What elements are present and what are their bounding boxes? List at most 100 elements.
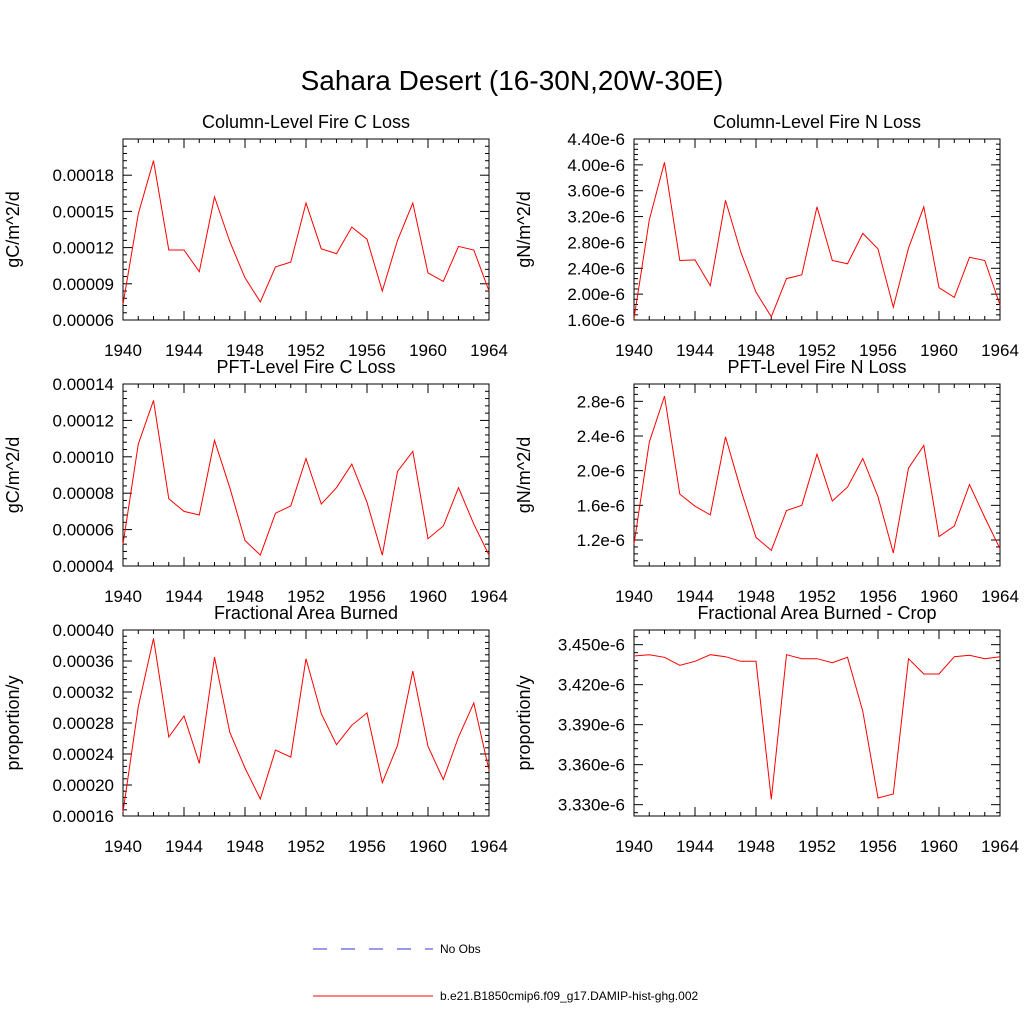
x-tick-label: 1952 [798, 341, 836, 360]
x-tick-label: 1960 [920, 341, 958, 360]
series-line [633, 162, 1001, 319]
figure-title: Sahara Desert (16-30N,20W-30E) [301, 65, 724, 96]
plot-frame [633, 629, 1001, 817]
y-tick-label: 0.00008 [53, 484, 114, 503]
y-tick-label: 3.450e-6 [558, 636, 625, 655]
x-tick-label: 1940 [615, 837, 653, 856]
chart-panel-3: PFT-Level Fire C Loss gC/m^2/d 1940 1944 194… [3, 357, 508, 606]
y-tick-label: 0.00012 [53, 239, 114, 258]
y-tick-label: 3.60e-6 [567, 182, 625, 201]
x-tick-label: 1956 [859, 341, 897, 360]
x-tick-label: 1964 [981, 587, 1019, 606]
x-tick-label: 1952 [287, 837, 325, 856]
x-tick-label: 1940 [615, 341, 653, 360]
y-tick-label: 0.00010 [53, 448, 114, 467]
series-line [633, 654, 1001, 800]
x-tick-label: 1960 [920, 837, 958, 856]
x-tick-label: 1940 [104, 587, 142, 606]
chart-panel-2: Column-Level Fire N Loss gN/m^2/d 1940 1944… [514, 112, 1019, 360]
panel-title: Fractional Area Burned - Crop [697, 603, 936, 623]
y-axis-label: gC/m^2/d [3, 437, 23, 513]
x-tick-label: 1944 [676, 837, 714, 856]
y-tick-label: 0.00036 [53, 652, 114, 671]
panel-title: Column-Level Fire N Loss [713, 112, 921, 132]
y-axis-label: proportion/y [514, 675, 534, 770]
y-tick-label: 1.60e-6 [567, 311, 625, 330]
y-tick-label: 2.0e-6 [577, 462, 625, 481]
y-tick-label: 0.00006 [53, 311, 114, 330]
chart-panel-6: Fractional Area Burned - Crop proportion/… [514, 603, 1019, 856]
x-tick-label: 1948 [737, 837, 775, 856]
x-tick-label: 1956 [348, 341, 386, 360]
x-tick-label: 1964 [470, 341, 508, 360]
y-tick-label: 3.360e-6 [558, 756, 625, 775]
x-tick-label: 1944 [165, 587, 203, 606]
x-tick-label: 1948 [737, 587, 775, 606]
y-axis-label: proportion/y [3, 675, 23, 770]
plot-frame [633, 383, 1001, 567]
x-tick-label: 1952 [798, 587, 836, 606]
panel-title: Column-Level Fire C Loss [202, 112, 410, 132]
plot-frame [633, 138, 1001, 321]
x-tick-label: 1948 [737, 341, 775, 360]
x-tick-label: 1956 [348, 587, 386, 606]
y-tick-label: 1.2e-6 [577, 531, 625, 550]
y-tick-label: 3.20e-6 [567, 208, 625, 227]
chart-panel-4: PFT-Level Fire N Loss gN/m^2/d 1940 1944 194… [514, 357, 1019, 606]
x-tick-label: 1940 [104, 341, 142, 360]
x-tick-label: 1944 [165, 341, 203, 360]
legend: No Obs b.e21.B1850cmip6.f09_g17.DAMIP-hi… [313, 942, 698, 1003]
y-tick-label: 0.00012 [53, 411, 114, 430]
y-tick-label: 0.00014 [53, 375, 114, 394]
x-tick-label: 1956 [859, 587, 897, 606]
y-tick-label: 2.80e-6 [567, 233, 625, 252]
panels-group: Column-Level Fire C Loss gC/m^2/d 1940 1944… [3, 112, 1019, 856]
y-tick-label: 0.00032 [53, 683, 114, 702]
x-tick-label: 1948 [226, 341, 264, 360]
y-tick-label: 0.00040 [53, 621, 114, 640]
x-tick-label: 1956 [348, 837, 386, 856]
y-axis-label: gN/m^2/d [514, 191, 534, 267]
series-line [122, 160, 490, 305]
y-tick-label: 0.00004 [53, 557, 114, 576]
y-tick-label: 2.8e-6 [577, 392, 625, 411]
y-tick-label: 0.00020 [53, 776, 114, 795]
x-tick-label: 1940 [615, 587, 653, 606]
chart-panel-5: Fractional Area Burned proportion/y 1940 19… [3, 603, 508, 856]
y-tick-label: 0.00016 [53, 807, 114, 826]
y-tick-label: 0.00015 [53, 202, 114, 221]
chart-panel-1: Column-Level Fire C Loss gC/m^2/d 1940 1944… [3, 112, 508, 360]
x-tick-label: 1960 [920, 587, 958, 606]
x-tick-label: 1952 [798, 837, 836, 856]
x-tick-label: 1964 [981, 837, 1019, 856]
y-tick-label: 2.40e-6 [567, 259, 625, 278]
y-tick-label: 3.420e-6 [558, 676, 625, 695]
x-tick-label: 1948 [226, 587, 264, 606]
plot-frame [122, 138, 490, 321]
x-tick-label: 1944 [676, 341, 714, 360]
y-tick-label: 2.4e-6 [577, 427, 625, 446]
x-tick-label: 1964 [470, 837, 508, 856]
x-tick-label: 1964 [470, 587, 508, 606]
legend-label-no-obs: No Obs [440, 942, 481, 956]
y-tick-label: 4.00e-6 [567, 156, 625, 175]
y-tick-label: 1.6e-6 [577, 496, 625, 515]
panel-title: Fractional Area Burned [214, 603, 398, 623]
y-tick-label: 0.00028 [53, 714, 114, 733]
plot-frame [122, 629, 490, 817]
x-tick-label: 1964 [981, 341, 1019, 360]
x-tick-label: 1944 [165, 837, 203, 856]
panel-title: PFT-Level Fire C Loss [216, 357, 395, 377]
x-tick-label: 1960 [409, 587, 447, 606]
y-axis-label: gN/m^2/d [514, 437, 534, 513]
x-tick-label: 1952 [287, 587, 325, 606]
x-tick-label: 1948 [226, 837, 264, 856]
y-tick-label: 3.390e-6 [558, 716, 625, 735]
x-tick-label: 1956 [859, 837, 897, 856]
y-tick-label: 0.00009 [53, 275, 114, 294]
plot-frame [122, 383, 490, 567]
series-line [633, 395, 1001, 554]
y-tick-label: 0.00006 [53, 521, 114, 540]
series-line [122, 400, 490, 556]
y-tick-label: 0.00024 [53, 745, 114, 764]
